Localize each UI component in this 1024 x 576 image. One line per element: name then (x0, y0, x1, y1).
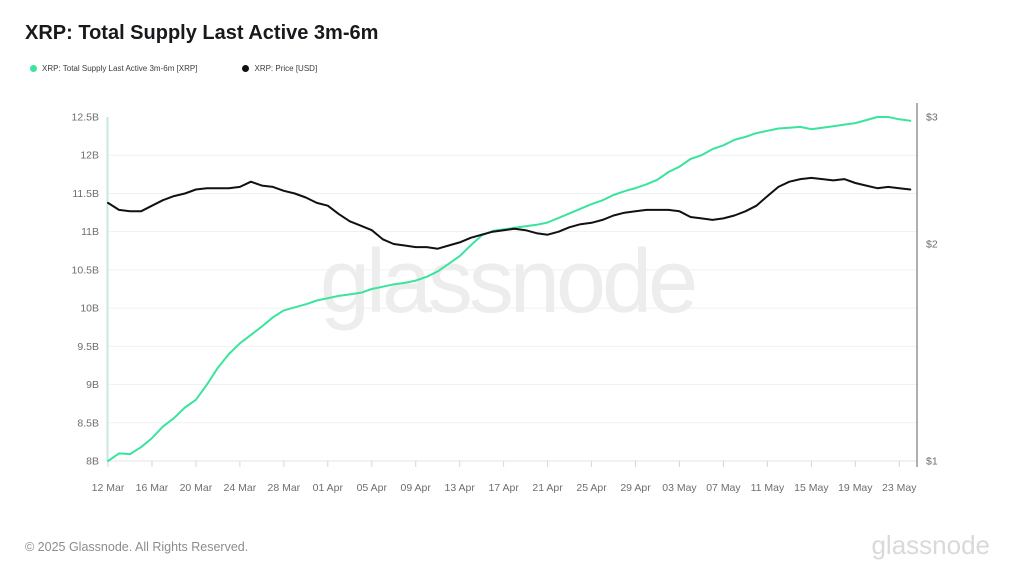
x-tick-label: 19 May (838, 482, 873, 494)
legend-label-price: XRP: Price [USD] (254, 64, 318, 73)
legend-dot-supply-icon (30, 65, 37, 72)
series-line-price (107, 176, 912, 250)
x-tick-label: 13 Apr (445, 482, 476, 494)
x-tick-label: 05 Apr (357, 482, 388, 494)
left-axis-tick-label: 11B (81, 226, 99, 238)
legend: XRP: Total Supply Last Active 3m-6m [XRP… (30, 64, 317, 73)
right-axis-tick-label: $3 (926, 112, 938, 124)
x-tick-label: 20 Mar (180, 482, 213, 494)
x-tick-label: 29 Apr (620, 482, 651, 494)
glassnode-logo: glassnode (871, 530, 990, 560)
left-axis-tick-label: 10B (80, 303, 99, 315)
left-axis-tick-label: 12B (80, 150, 99, 162)
left-axis-tick-label: 11.5B (72, 188, 99, 200)
x-tick-label: 12 Mar (92, 482, 125, 494)
glassnode-watermark: glassnode (320, 232, 695, 332)
x-tick-label: 11 May (751, 482, 785, 494)
x-tick-label: 03 May (662, 482, 697, 494)
x-tick-label: 01 Apr (313, 482, 344, 494)
legend-item-price[interactable]: XRP: Price [USD] (242, 64, 317, 73)
left-axis-tick-label: 9B (86, 379, 99, 391)
right-axis-tick-label: $1 (926, 456, 938, 468)
copyright-text: © 2025 Glassnode. All Rights Reserved. (25, 540, 249, 554)
left-axis-tick-label: 10.5B (72, 264, 99, 276)
page-title: XRP: Total Supply Last Active 3m-6m (25, 22, 379, 44)
x-tick-label: 15 May (794, 482, 829, 494)
x-tick-label: 07 May (706, 482, 741, 494)
legend-label-supply: XRP: Total Supply Last Active 3m-6m [XRP… (42, 64, 198, 73)
x-tick-label: 16 Mar (136, 482, 169, 494)
left-axis-tick-label: 8.5B (77, 417, 99, 429)
legend-dot-price-icon (242, 65, 250, 72)
x-tick-label: 28 Mar (267, 482, 300, 494)
x-tick-label: 24 Mar (224, 482, 257, 494)
legend-item-supply[interactable]: XRP: Total Supply Last Active 3m-6m [XRP… (30, 64, 197, 73)
x-tick-label: 21 Apr (532, 482, 563, 494)
right-axis-tick-label: $2 (926, 238, 938, 250)
x-tick-label: 17 Apr (488, 482, 519, 494)
left-axis-tick-label: 9.5B (77, 341, 99, 353)
left-axis-tick-label: 8B (86, 456, 99, 468)
x-tick-label: 09 Apr (401, 482, 432, 494)
x-tick-label: 23 May (882, 482, 917, 494)
left-axis-tick-label: 12.5B (72, 112, 99, 124)
x-tick-label: 25 Apr (576, 482, 607, 494)
